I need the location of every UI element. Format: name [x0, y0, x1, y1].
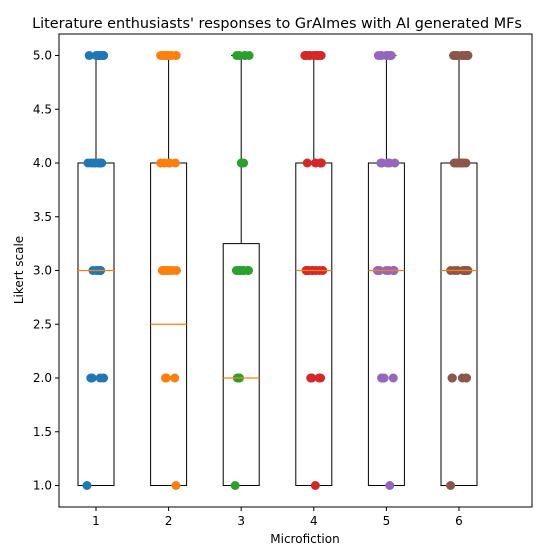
y-axis-label: Likert scale	[12, 236, 26, 304]
box-1	[77, 162, 115, 486]
point-4-18	[302, 158, 312, 168]
y-tick-label-5: 3.5	[33, 210, 52, 224]
x-tick-label-2: 3	[237, 514, 245, 528]
point-5-17	[385, 158, 395, 168]
point-5-18	[377, 158, 387, 168]
box-6	[440, 162, 478, 486]
point-5-22	[373, 51, 383, 60]
point-3-12	[239, 266, 249, 275]
point-2-24	[171, 51, 181, 60]
point-4-3	[307, 373, 317, 383]
point-2-25	[164, 51, 174, 60]
point-1-0	[82, 481, 92, 490]
chart-title: Literature enthusiasts' responses to GrA…	[32, 16, 522, 32]
box-4	[295, 162, 333, 486]
point-5-0	[385, 481, 395, 490]
y-tick-label-0: 1.0	[33, 479, 52, 493]
y-tick-label-8: 5.0	[33, 49, 52, 63]
y-tick-label-6: 4.0	[33, 156, 52, 170]
points-group-2	[156, 51, 181, 490]
y-tick-label-4: 3.0	[33, 264, 52, 278]
points-group-6	[446, 51, 473, 490]
point-2-11	[168, 266, 178, 275]
point-4-22	[316, 158, 326, 168]
points-group-5	[372, 51, 400, 490]
x-tick-label-0: 1	[92, 514, 100, 528]
point-5-4	[379, 373, 389, 383]
x-tick-label-4: 5	[383, 514, 391, 528]
x-tick-label-3: 4	[310, 514, 318, 528]
point-4-33	[309, 51, 319, 60]
points-group-3	[230, 51, 254, 490]
y-tick-label-2: 2.0	[33, 371, 52, 385]
point-3-20	[232, 51, 242, 60]
x-tick-label-1: 2	[165, 514, 173, 528]
point-1-4	[95, 373, 105, 383]
point-2-3	[170, 373, 180, 383]
point-3-0	[230, 481, 240, 490]
point-4-5	[316, 373, 326, 383]
y-tick-label-7: 4.5	[33, 102, 52, 116]
plot-area	[77, 51, 478, 490]
point-6-33	[462, 51, 472, 60]
x-tick-label-5: 6	[455, 514, 463, 528]
point-6-3	[447, 373, 457, 383]
point-2-4	[161, 373, 171, 383]
point-1-28	[98, 51, 108, 60]
point-5-2	[388, 373, 398, 383]
x-axis-label: Microfiction	[270, 532, 339, 546]
point-6-5	[461, 373, 471, 383]
point-1-22	[84, 51, 94, 60]
point-1-3	[86, 373, 96, 383]
y-axis: 1.0 1.5 2.0 2.5 3.0 3.5 4.0 4.5 5.0	[33, 49, 59, 493]
point-2-16	[164, 158, 174, 168]
x-axis: 1 2 3 4 5 6	[92, 507, 463, 528]
point-3-15	[236, 158, 246, 168]
box-5	[367, 162, 405, 486]
point-2-0	[171, 481, 181, 490]
point-6-23	[458, 158, 468, 168]
point-6-0	[446, 481, 456, 490]
point-4-0	[310, 481, 320, 490]
point-1-17	[83, 158, 93, 168]
point-5-26	[381, 51, 391, 60]
point-1-19	[90, 158, 100, 168]
points-group-4	[300, 51, 328, 490]
point-3-19	[240, 51, 250, 60]
box-3	[222, 243, 260, 486]
y-tick-label-1: 1.5	[33, 425, 52, 439]
y-tick-label-3: 2.5	[33, 317, 52, 331]
